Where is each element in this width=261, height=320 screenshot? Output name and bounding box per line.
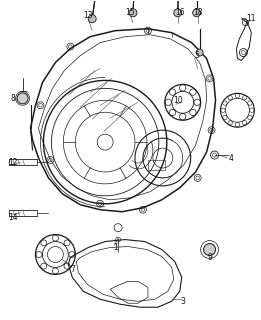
Text: 8: 8 — [10, 94, 15, 103]
Text: 7: 7 — [70, 265, 75, 274]
Text: 18: 18 — [193, 8, 202, 17]
Text: 15: 15 — [125, 8, 135, 17]
Text: 16: 16 — [175, 8, 185, 17]
Text: 14: 14 — [8, 213, 17, 222]
Text: 12: 12 — [8, 158, 17, 167]
Text: 11: 11 — [247, 14, 256, 23]
Circle shape — [174, 9, 182, 17]
Circle shape — [196, 49, 203, 56]
Circle shape — [193, 9, 201, 17]
Text: 4: 4 — [229, 154, 234, 163]
Text: 3: 3 — [180, 297, 185, 306]
Circle shape — [129, 9, 137, 17]
Circle shape — [88, 15, 96, 23]
Text: 9: 9 — [207, 253, 212, 262]
Text: 13: 13 — [84, 11, 93, 20]
Circle shape — [204, 244, 216, 255]
Text: 1: 1 — [114, 243, 118, 252]
Text: 10: 10 — [173, 96, 182, 105]
Circle shape — [17, 93, 28, 104]
Text: 5: 5 — [194, 51, 199, 60]
